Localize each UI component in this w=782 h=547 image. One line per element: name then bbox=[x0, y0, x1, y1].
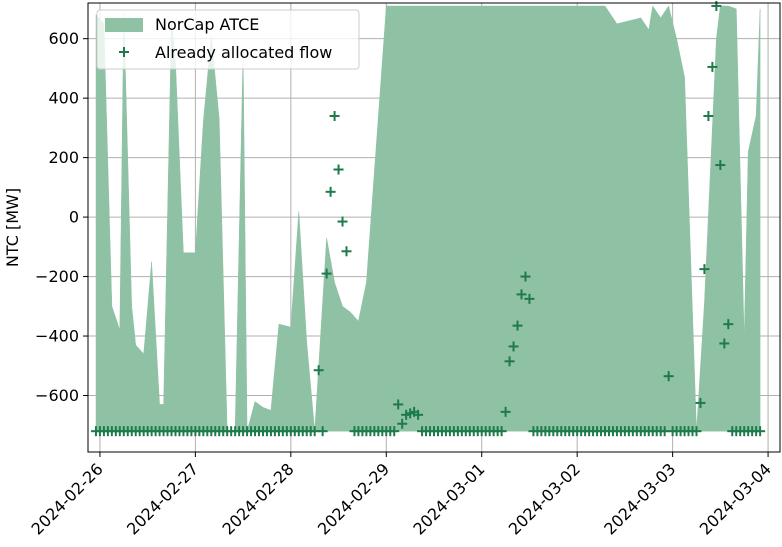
legend: NorCap ATCE Already allocated flow bbox=[96, 9, 360, 70]
allocated-flow-marker bbox=[723, 319, 734, 330]
allocated-flow-marker bbox=[341, 246, 352, 257]
y-tick-label: 600 bbox=[48, 29, 79, 48]
allocated-flow-markers bbox=[90, 0, 766, 437]
allocated-flow-marker bbox=[504, 356, 515, 367]
allocated-flow-marker bbox=[325, 186, 336, 197]
allocated-flow-marker bbox=[496, 426, 507, 437]
allocated-flow-marker bbox=[719, 338, 730, 349]
allocated-flow-marker bbox=[516, 289, 527, 300]
allocated-flow-marker bbox=[699, 264, 710, 275]
allocated-flow-marker bbox=[524, 293, 535, 304]
allocated-flow-marker bbox=[321, 268, 332, 279]
y-axis-label: NTC [MW] bbox=[3, 188, 22, 267]
allocated-flow-marker bbox=[715, 160, 726, 171]
allocated-flow-marker bbox=[119, 47, 129, 57]
allocated-flow-marker bbox=[333, 164, 344, 175]
y-tick-label: −600 bbox=[35, 386, 79, 405]
allocated-flow-marker bbox=[389, 426, 400, 437]
legend-label-atce: NorCap ATCE bbox=[155, 15, 259, 34]
allocated-flow-marker bbox=[413, 409, 424, 420]
allocated-flow-marker bbox=[663, 371, 674, 382]
allocated-flow-marker bbox=[329, 110, 340, 121]
allocated-flow-marker bbox=[707, 61, 718, 72]
allocated-flow-marker bbox=[520, 271, 531, 282]
allocated-flow-marker bbox=[512, 320, 523, 331]
y-tick-label: −400 bbox=[35, 327, 79, 346]
legend-swatch-atce bbox=[105, 18, 143, 32]
allocated-flow-marker bbox=[500, 406, 511, 417]
y-tick-label: 0 bbox=[69, 208, 79, 227]
allocated-flow-marker bbox=[337, 216, 348, 227]
allocated-flow-marker bbox=[695, 397, 706, 408]
allocated-flow-marker bbox=[703, 110, 714, 121]
legend-label-allocated: Already allocated flow bbox=[155, 43, 332, 62]
y-tick-label: 200 bbox=[48, 148, 79, 167]
allocated-flow-marker bbox=[397, 418, 408, 429]
allocated-flow-marker bbox=[508, 341, 519, 352]
allocated-flow-marker bbox=[313, 365, 324, 376]
legend-box bbox=[96, 9, 360, 70]
y-tick-label: −200 bbox=[35, 267, 79, 286]
legend-marker-allocated bbox=[119, 47, 129, 57]
y-tick-label: 400 bbox=[48, 89, 79, 108]
allocated-flow-marker bbox=[317, 426, 328, 437]
allocated-flow-marker bbox=[691, 426, 702, 437]
allocated-flow-marker bbox=[755, 426, 766, 437]
y-axis: 600 400 200 0 −200 −400 −600 bbox=[35, 29, 88, 405]
plot-frame bbox=[87, 2, 781, 453]
allocated-flow-marker bbox=[393, 399, 404, 410]
